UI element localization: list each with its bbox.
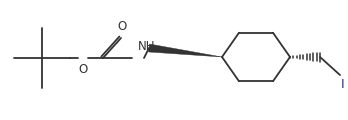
Text: O: O <box>117 20 127 33</box>
Text: O: O <box>78 63 88 76</box>
Text: NH: NH <box>138 40 156 53</box>
Text: I: I <box>341 78 345 91</box>
Polygon shape <box>149 44 222 57</box>
